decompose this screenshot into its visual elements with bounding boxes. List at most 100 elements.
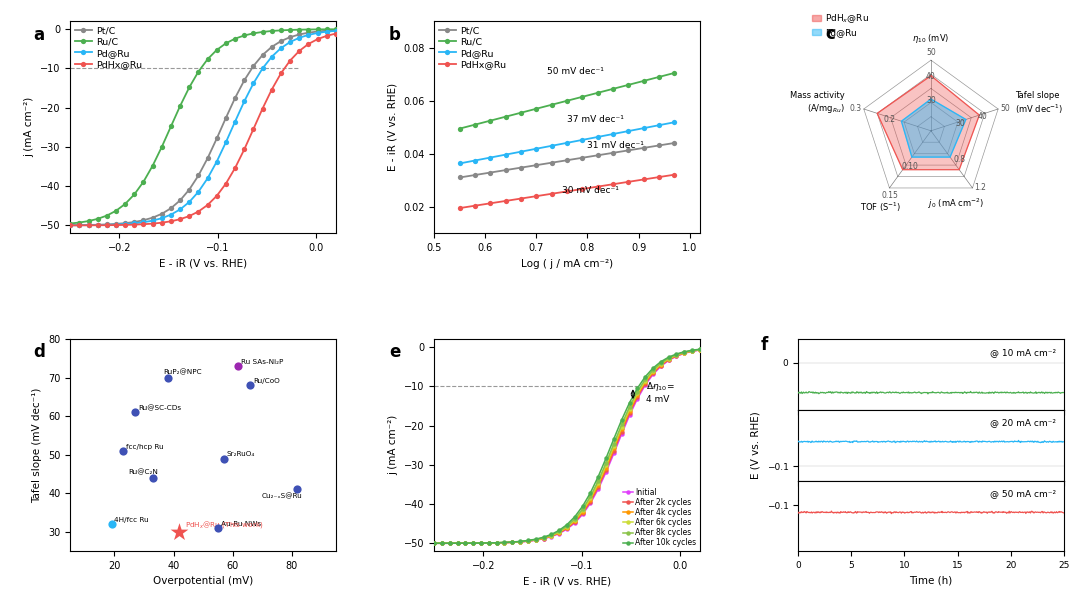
Text: @ 20 mA cm⁻²: @ 20 mA cm⁻² <box>990 418 1056 428</box>
Text: f: f <box>761 336 768 354</box>
Pd@Ru <box>72 222 85 229</box>
Initial <box>693 347 706 354</box>
After 10k cycles <box>662 354 675 361</box>
PdHx@Ru <box>219 180 232 187</box>
Initial <box>631 395 644 403</box>
After 2k cycles <box>568 518 581 526</box>
After 4k cycles <box>545 532 558 540</box>
Initial <box>623 412 636 419</box>
Pt/C <box>293 31 306 38</box>
PdHx@Ru <box>329 30 342 37</box>
After 8k cycles <box>505 538 518 546</box>
Initial <box>592 485 605 493</box>
After 6k cycles <box>568 516 581 524</box>
Text: Sr₂RuO₄: Sr₂RuO₄ <box>227 451 255 457</box>
Polygon shape <box>902 99 966 157</box>
PdHx@Ru <box>499 197 512 205</box>
Pt/C <box>192 172 205 179</box>
Ru/C <box>64 220 77 227</box>
After 10k cycles <box>537 533 550 541</box>
Pd@Ru <box>91 221 104 228</box>
Initial <box>670 353 683 360</box>
Point <box>230 361 247 371</box>
After 4k cycles <box>670 352 683 359</box>
Pt/C <box>64 222 77 229</box>
After 6k cycles <box>670 351 683 359</box>
After 6k cycles <box>576 507 589 514</box>
After 10k cycles <box>686 347 699 354</box>
After 4k cycles <box>616 426 629 433</box>
After 8k cycles <box>483 540 496 547</box>
After 4k cycles <box>599 464 612 471</box>
Pt/C <box>156 210 168 217</box>
After 10k cycles <box>607 435 620 442</box>
After 4k cycles <box>553 529 566 536</box>
PdHx@Ru <box>119 221 132 228</box>
Text: fcc/hcp Ru: fcc/hcp Ru <box>126 443 164 449</box>
Pt/C <box>499 166 512 174</box>
After 2k cycles <box>678 350 691 357</box>
After 8k cycles <box>678 348 691 356</box>
Pd@Ru <box>192 188 205 195</box>
After 6k cycles <box>505 538 518 546</box>
PdHx@Ru <box>576 185 589 192</box>
After 4k cycles <box>607 445 620 452</box>
After 6k cycles <box>638 377 651 384</box>
After 8k cycles <box>451 540 464 547</box>
Ru/C <box>469 121 482 128</box>
Initial <box>647 371 660 378</box>
Ru/C <box>211 46 224 54</box>
Pt/C <box>91 221 104 228</box>
Pd@Ru <box>293 34 306 41</box>
After 4k cycles <box>638 379 651 386</box>
After 4k cycles <box>662 356 675 363</box>
Pd@Ru <box>530 145 543 152</box>
Point <box>114 446 132 456</box>
After 10k cycles <box>505 538 518 546</box>
PdHx@Ru <box>82 222 95 229</box>
Ru/C <box>174 102 187 110</box>
Text: 50 mV dec⁻¹: 50 mV dec⁻¹ <box>546 67 604 76</box>
After 2k cycles <box>631 393 644 401</box>
After 8k cycles <box>654 359 667 367</box>
Initial <box>584 499 597 507</box>
Ru/C <box>499 113 512 121</box>
Text: PdH$_x$@Ru (This work): PdH$_x$@Ru (This work) <box>185 519 264 530</box>
Text: 30 mV dec⁻¹: 30 mV dec⁻¹ <box>562 186 619 195</box>
Text: Ru@SC-CDs: Ru@SC-CDs <box>138 404 181 411</box>
Initial <box>467 540 480 547</box>
After 6k cycles <box>616 423 629 431</box>
Initial <box>443 540 456 547</box>
Initial <box>654 363 667 370</box>
After 10k cycles <box>670 350 683 357</box>
Ru/C <box>164 122 177 130</box>
After 10k cycles <box>514 538 527 545</box>
Ru/C <box>192 68 205 76</box>
PdHx@Ru <box>64 222 77 229</box>
Y-axis label: E - iR (V vs. RHE): E - iR (V vs. RHE) <box>388 83 397 171</box>
After 6k cycles <box>607 442 620 449</box>
After 10k cycles <box>459 540 472 547</box>
Pt/C <box>229 94 242 102</box>
After 10k cycles <box>467 540 480 547</box>
PdHx@Ru <box>514 195 527 202</box>
After 8k cycles <box>561 523 573 530</box>
PdHx@Ru <box>561 188 573 195</box>
After 8k cycles <box>467 540 480 547</box>
After 8k cycles <box>498 539 511 546</box>
PdHx@Ru <box>109 222 122 229</box>
Pd@Ru <box>499 151 512 158</box>
Text: 50: 50 <box>1000 105 1010 113</box>
X-axis label: Log ( j / mA cm⁻²): Log ( j / mA cm⁻²) <box>521 259 613 269</box>
Pt/C <box>201 155 214 162</box>
After 6k cycles <box>467 540 480 547</box>
Line: After 10k cycles: After 10k cycles <box>432 347 702 546</box>
Pd@Ru <box>274 44 287 52</box>
Point <box>145 473 162 483</box>
PdHx@Ru <box>174 216 187 223</box>
Pt/C <box>72 222 85 229</box>
After 4k cycles <box>505 538 518 546</box>
Text: 30: 30 <box>955 119 966 128</box>
Pd@Ru <box>607 130 620 138</box>
After 6k cycles <box>561 523 573 530</box>
